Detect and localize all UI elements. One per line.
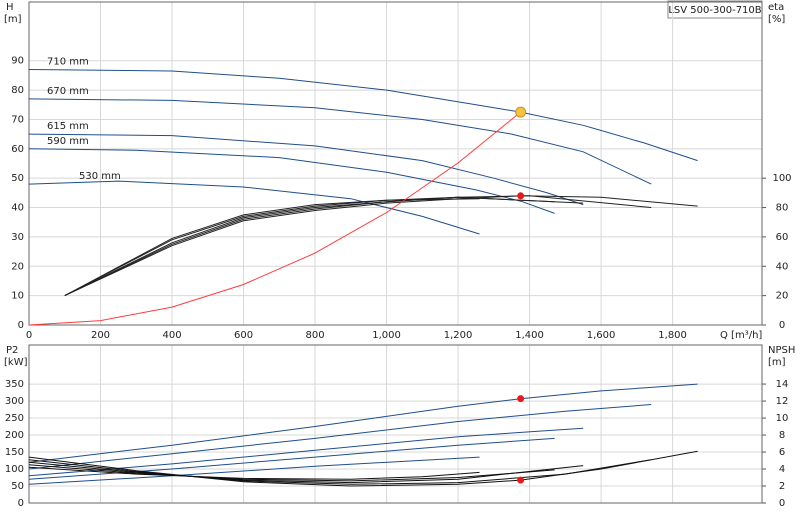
curve xyxy=(28,148,555,214)
y-tick-label: 20 xyxy=(11,261,24,272)
curve-label: 670 mm xyxy=(47,86,89,97)
x-tick-label: 1,800 xyxy=(658,330,687,341)
x-tick-label: 1,600 xyxy=(587,330,616,341)
y2-tick-label: 10 xyxy=(776,413,789,424)
x-tick-label: 1,400 xyxy=(515,330,544,341)
y2-tick-label: 100 xyxy=(772,173,791,184)
y-tick-label: 10 xyxy=(11,291,24,302)
x-tick-label: 600 xyxy=(234,330,253,341)
duty-point xyxy=(517,192,525,200)
x-tick-label: 0 xyxy=(26,330,32,341)
y2-tick-label: 20 xyxy=(776,291,789,302)
curve xyxy=(28,180,480,235)
curve xyxy=(28,461,584,484)
curve-label: 590 mm xyxy=(47,136,89,147)
curve xyxy=(28,450,698,487)
curve-label: 710 mm xyxy=(47,57,89,68)
y2-tick-label: 0 xyxy=(779,320,785,331)
y2-tick-label: 0 xyxy=(779,498,785,509)
curve xyxy=(28,427,584,477)
y-axis-label: H xyxy=(6,2,14,13)
x-axis-label: Q [m³/h] xyxy=(720,330,762,341)
curve xyxy=(28,404,652,470)
curve xyxy=(64,195,698,297)
x-tick-label: 1,200 xyxy=(444,330,473,341)
y2-tick-label: 2 xyxy=(779,481,785,492)
y-tick-label: 60 xyxy=(11,144,24,155)
curve xyxy=(28,98,652,185)
plot-frame xyxy=(28,344,763,504)
y2-axis-label: eta xyxy=(768,2,784,13)
y-tick-label: 80 xyxy=(11,85,24,96)
y2-tick-label: 60 xyxy=(776,232,789,243)
x-tick-label: 400 xyxy=(162,330,181,341)
x-tick-label: 1,000 xyxy=(372,330,401,341)
y2-tick-label: 80 xyxy=(776,203,789,214)
y-tick-label: 90 xyxy=(11,56,24,67)
duty-point xyxy=(515,106,527,118)
duty-point xyxy=(517,395,525,403)
y-tick-label: 50 xyxy=(11,173,24,184)
curve xyxy=(64,195,652,297)
y-tick-label: 300 xyxy=(5,396,24,407)
y-tick-label: 150 xyxy=(5,447,24,458)
curve xyxy=(64,196,555,297)
y2-tick-label: 12 xyxy=(776,396,789,407)
curve-label: 530 mm xyxy=(79,171,121,182)
y-axis-unit: [kW] xyxy=(4,357,28,368)
y-axis-label: P2 xyxy=(6,345,18,356)
y2-axis-unit: [m] xyxy=(768,357,786,368)
y-tick-label: 200 xyxy=(5,430,24,441)
duty-point xyxy=(517,476,525,484)
curve xyxy=(28,456,480,485)
y2-tick-label: 8 xyxy=(779,430,785,441)
curve xyxy=(28,464,555,482)
x-tick-label: 200 xyxy=(91,330,110,341)
y-tick-label: 40 xyxy=(11,203,24,214)
y2-tick-label: 40 xyxy=(776,261,789,272)
y-tick-label: 100 xyxy=(5,464,24,475)
y2-tick-label: 14 xyxy=(776,379,789,390)
x-tick-label: 800 xyxy=(306,330,325,341)
y2-tick-label: 4 xyxy=(779,464,785,475)
y-tick-label: 0 xyxy=(18,320,24,331)
curve xyxy=(28,133,584,206)
chart-title: LSV 500-300-710B xyxy=(668,5,761,16)
curve xyxy=(28,69,698,162)
curve xyxy=(28,383,698,463)
y2-axis-unit: [%] xyxy=(768,14,785,25)
y2-axis-label: NPSH xyxy=(768,345,795,356)
y-tick-label: 350 xyxy=(5,379,24,390)
y-tick-label: 50 xyxy=(11,481,24,492)
curve-label: 615 mm xyxy=(47,121,89,132)
curve xyxy=(64,196,584,297)
y-tick-label: 0 xyxy=(18,498,24,509)
curve xyxy=(28,111,521,326)
plot-frame xyxy=(28,1,763,326)
y-axis-unit: [m] xyxy=(4,14,22,25)
y-tick-label: 30 xyxy=(11,232,24,243)
y-tick-label: 250 xyxy=(5,413,24,424)
curve xyxy=(28,466,480,480)
y-tick-label: 70 xyxy=(11,114,24,125)
y2-tick-label: 6 xyxy=(779,447,785,458)
